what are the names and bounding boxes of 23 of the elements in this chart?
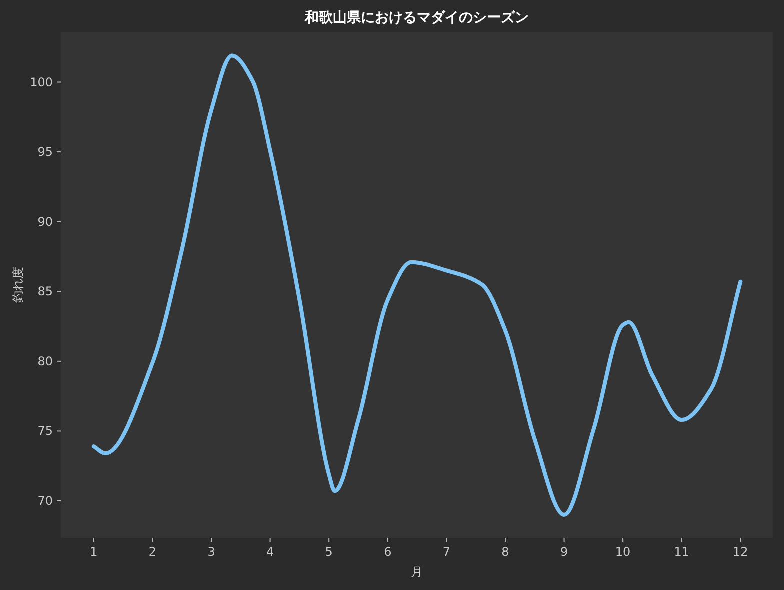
x-tick-label: 6	[384, 545, 392, 559]
y-tick-label: 90	[38, 214, 53, 229]
line-series	[92, 54, 743, 517]
chart-title: 和歌山県におけるマダイのシーズン	[304, 10, 529, 26]
y-tick-label: 95	[38, 145, 53, 160]
x-tick-label: 3	[208, 545, 216, 559]
x-tick-label: 7	[442, 545, 451, 559]
y-tick-label: 85	[38, 284, 53, 299]
x-tick-label: 12	[733, 545, 748, 559]
y-axis-title: 釣れ度	[11, 267, 25, 303]
x-tick-label: 5	[325, 545, 333, 559]
x-tick-label: 10	[615, 545, 631, 559]
y-tick-label: 70	[38, 494, 53, 508]
x-tick-label: 2	[148, 545, 157, 559]
y-tick-label: 100	[30, 75, 53, 90]
x-tick-label: 9	[560, 545, 568, 559]
x-tick-label: 11	[674, 545, 690, 559]
x-tick-label: 4	[266, 545, 274, 559]
x-tick-label: 8	[502, 545, 510, 559]
x-tick-label: 1	[90, 545, 98, 559]
y-tick-label: 80	[38, 354, 53, 368]
x-axis-title: 月	[411, 565, 423, 579]
y-tick-label: 75	[38, 424, 53, 438]
